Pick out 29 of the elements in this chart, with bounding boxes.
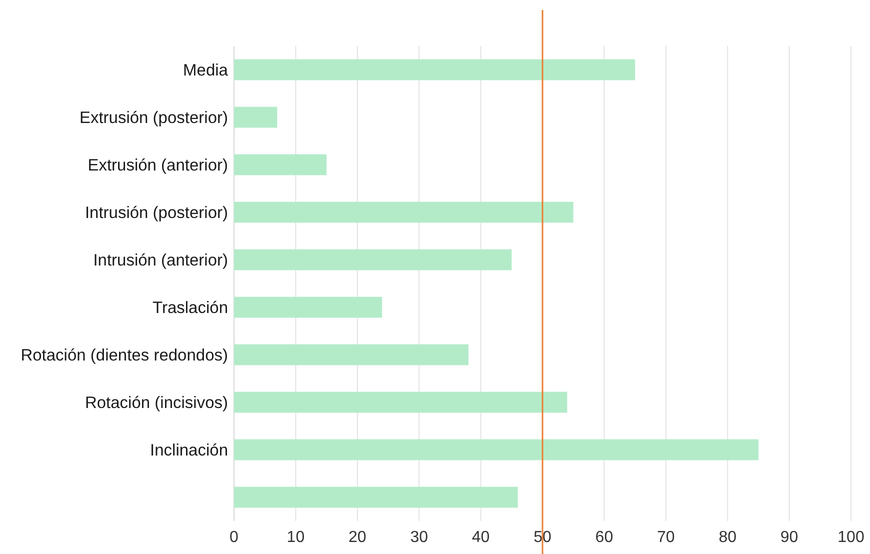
bar — [234, 344, 468, 366]
y-tick-label: Rotación (incisivos) — [84, 394, 228, 412]
x-tick-label: 10 — [286, 529, 305, 546]
y-tick-label: Extrusión (anterior) — [88, 156, 228, 175]
x-tick-label: 80 — [718, 529, 737, 546]
x-tick-label: 40 — [472, 529, 490, 546]
x-tick-label: 70 — [657, 529, 675, 546]
x-tick-label: 20 — [348, 529, 366, 546]
y-tick-label: Media — [183, 62, 229, 80]
x-tick-label: 90 — [780, 529, 798, 546]
y-tick-label: Intrusión (posterior) — [84, 204, 228, 222]
x-tick-label: 30 — [410, 529, 428, 546]
bar — [234, 392, 568, 413]
bar — [234, 486, 518, 508]
y-tick-label: Extrusión (posterior) — [79, 109, 228, 128]
bar — [234, 202, 574, 223]
x-tick-label: 60 — [595, 529, 614, 546]
y-tick-label: Traslación — [152, 299, 228, 318]
bar — [234, 154, 327, 176]
y-tick-label: Rotación (dientes redondos) — [20, 346, 228, 365]
bar — [234, 296, 382, 318]
y-tick-label: Inclinación — [150, 442, 228, 460]
bar — [234, 106, 278, 128]
bar — [234, 439, 758, 460]
y-tick-label: Intrusión (anterior) — [93, 252, 228, 270]
x-tick-label: 0 — [230, 529, 239, 546]
bar — [234, 249, 512, 270]
x-tick-label: 100 — [838, 529, 864, 546]
bar — [234, 59, 636, 80]
